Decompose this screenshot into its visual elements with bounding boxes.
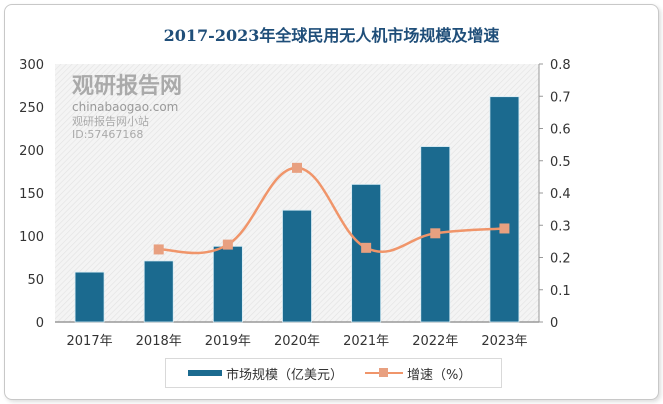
left-tick-label: 100: [19, 230, 44, 245]
right-tick-label: 0: [550, 316, 558, 331]
legend-item-market-size: 市场规模（亿美元）: [188, 364, 343, 383]
left-tick-label: 200: [19, 144, 44, 159]
left-tick-label: 0: [36, 316, 44, 331]
x-tick-label: 2023年: [481, 334, 527, 349]
right-tick-label: 0.3: [550, 219, 571, 234]
legend-line-swatch: [365, 368, 404, 378]
watermark-account: 观研报告网小站: [72, 115, 149, 128]
watermark: 观研报告网 chinabaogao.com 观研报告网小站 ID:5746716…: [72, 74, 182, 141]
growth-marker-2018年: [153, 244, 164, 255]
bar-2023年: [489, 96, 520, 323]
legend-item-growth: 增速（%）: [365, 364, 471, 383]
left-tick-label: 50: [27, 273, 44, 288]
growth-marker-2022年: [430, 228, 441, 239]
right-tick-label: 0.1: [550, 284, 571, 299]
legend-label-growth: 增速（%）: [407, 367, 472, 383]
x-tick-label: 2019年: [205, 334, 251, 349]
bar-2018年: [143, 260, 174, 323]
legend-bar-swatch: [188, 370, 222, 376]
watermark-site: chinabaogao.com: [72, 100, 179, 114]
right-tick-label: 0.6: [550, 123, 571, 138]
bar-2020年: [282, 209, 312, 323]
right-tick-label: 0.5: [550, 155, 571, 170]
x-tick-label: 2017年: [67, 334, 113, 349]
right-tick-label: 0.2: [550, 252, 571, 267]
bar-2021年: [351, 183, 382, 323]
growth-marker-2020年: [292, 162, 302, 173]
x-tick-label: 2022年: [412, 334, 458, 349]
growth-marker-2023年: [499, 223, 510, 234]
legend: 市场规模（亿美元） 增速（%）: [165, 358, 502, 388]
left-tick-label: 300: [19, 58, 44, 73]
growth-marker-2021年: [361, 242, 372, 253]
bar-2019年: [212, 245, 243, 323]
chart-title: 2017-2023年全球民用无人机市场规模及增速: [163, 26, 500, 45]
growth-marker-2019年: [222, 239, 233, 250]
x-tick-label: 2018年: [136, 334, 182, 349]
watermark-brand: 观研报告网: [72, 74, 183, 99]
legend-label-market-size: 市场规模（亿美元）: [226, 367, 344, 383]
right-tick-label: 0.7: [550, 90, 571, 105]
right-tick-label: 0.8: [550, 58, 571, 73]
watermark-id: ID:57467168: [72, 128, 144, 141]
left-tick-label: 150: [19, 187, 44, 202]
bar-2017年: [74, 271, 105, 323]
x-tick-label: 2020年: [274, 334, 320, 349]
left-tick-label: 250: [19, 101, 44, 116]
right-tick-label: 0.4: [550, 187, 571, 202]
x-tick-label: 2021年: [343, 334, 389, 349]
